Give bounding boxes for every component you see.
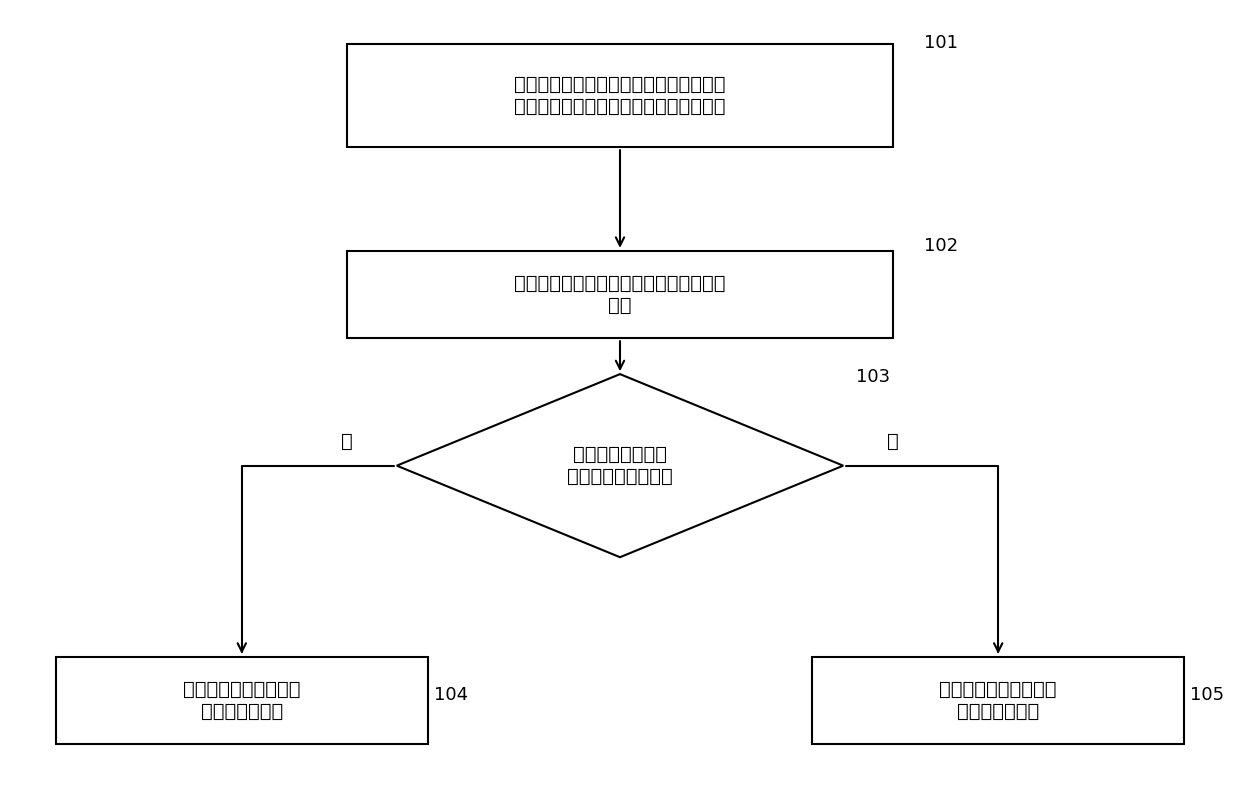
Text: 104: 104 bbox=[434, 686, 469, 704]
Text: 105: 105 bbox=[1190, 686, 1225, 704]
Text: 根据第一增益值对图像
进行白平衡处理: 根据第一增益值对图像 进行白平衡处理 bbox=[940, 680, 1056, 721]
Text: 判断第一增益值与
第二增益值是否相似: 判断第一增益值与 第二增益值是否相似 bbox=[567, 445, 673, 486]
Text: 103: 103 bbox=[856, 368, 890, 386]
Text: 是: 是 bbox=[341, 432, 353, 451]
Text: 根据用于将图像中的人脸调整至肤色的人
脸白平衡算法，对该图像计算第一增益值: 根据用于将图像中的人脸调整至肤色的人 脸白平衡算法，对该图像计算第一增益值 bbox=[515, 75, 725, 116]
FancyBboxPatch shape bbox=[812, 657, 1184, 744]
FancyBboxPatch shape bbox=[347, 251, 893, 338]
Polygon shape bbox=[397, 374, 843, 557]
Text: 根据灰度世界算法，对该图像计算第二增
益值: 根据灰度世界算法，对该图像计算第二增 益值 bbox=[515, 274, 725, 315]
FancyBboxPatch shape bbox=[347, 44, 893, 147]
Text: 101: 101 bbox=[924, 33, 957, 52]
Text: 102: 102 bbox=[924, 236, 959, 255]
Text: 根据第二增益值对图像
进行白平衡处理: 根据第二增益值对图像 进行白平衡处理 bbox=[184, 680, 300, 721]
FancyBboxPatch shape bbox=[56, 657, 428, 744]
Text: 否: 否 bbox=[887, 432, 899, 451]
